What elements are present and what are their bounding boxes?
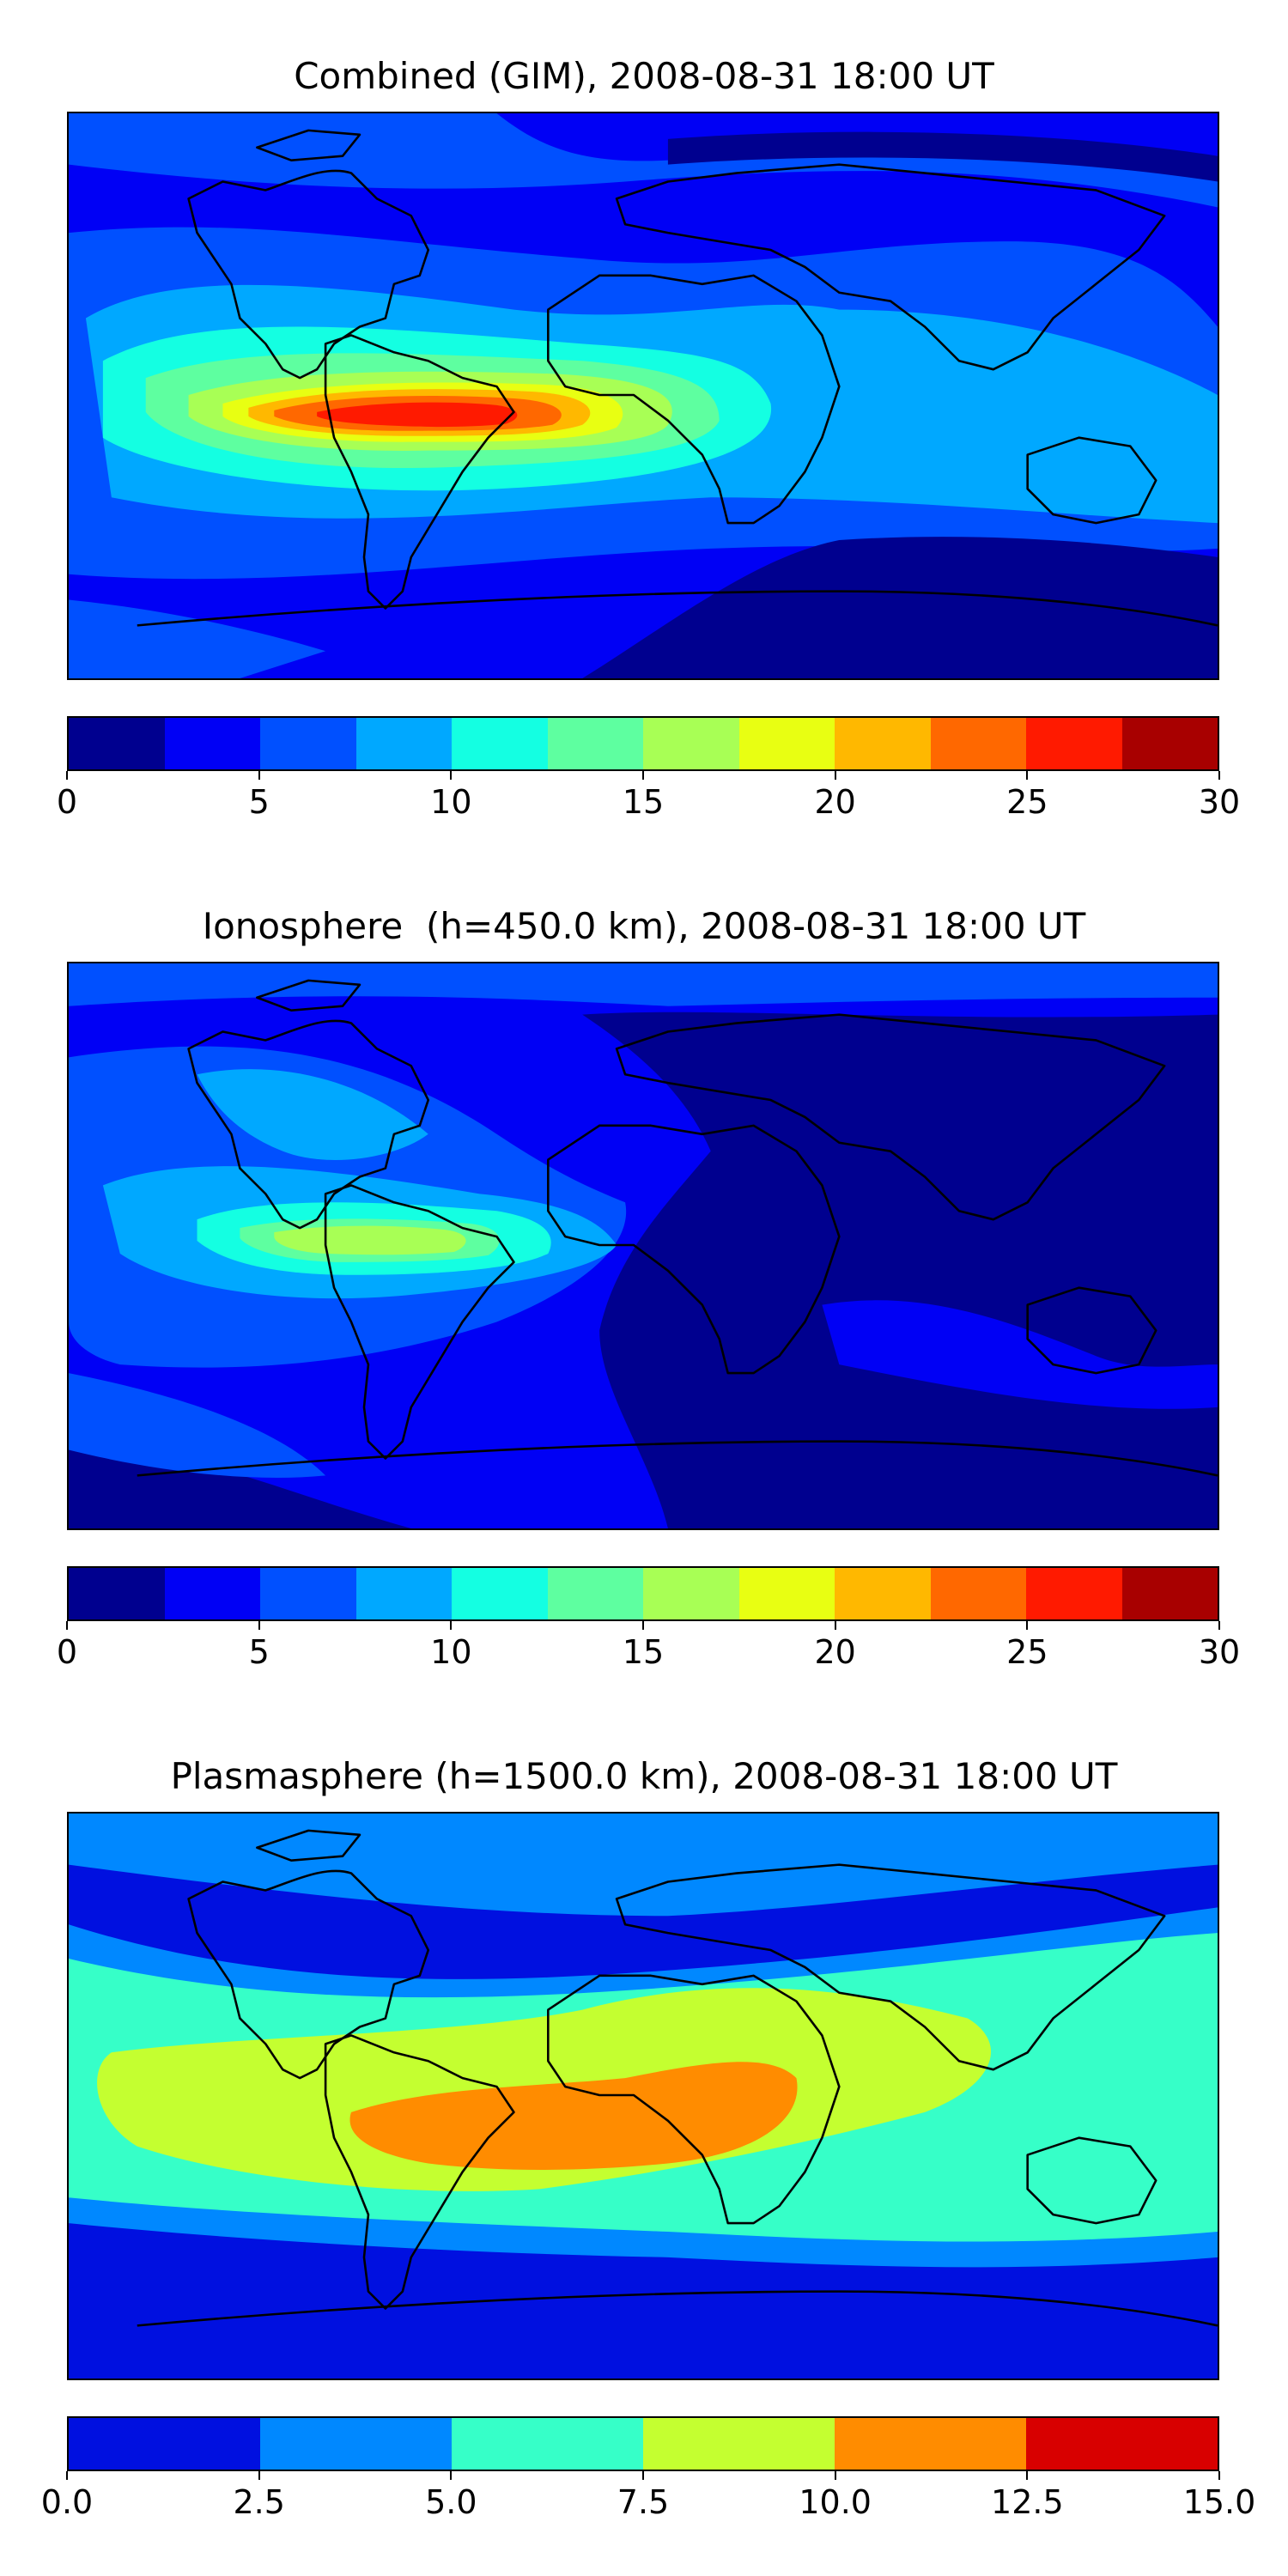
map-ionosphere <box>67 962 1219 1530</box>
colorbar-ticks-combined: 0 5 10 15 20 25 30 <box>57 771 1240 823</box>
panel-title-ionosphere: Ionosphere (h=450.0 km), 2008-08-31 18:0… <box>202 905 1086 947</box>
colorbar-segment <box>1121 1568 1218 1619</box>
colorbar-ionosphere <box>67 1566 1219 1621</box>
colorbar-segment <box>835 2418 1026 2470</box>
colorbar-segment <box>355 1568 452 1619</box>
colorbar-segment <box>260 2418 452 2470</box>
tick-label: 0.0 <box>40 2483 94 2521</box>
colorbar-segment <box>260 1568 356 1619</box>
map-combined <box>67 112 1219 680</box>
colorbar-ticks-ionosphere: 0 5 10 15 20 25 30 <box>57 1621 1240 1673</box>
colorbar-segment <box>1026 718 1122 769</box>
colorbar-segment <box>69 1568 165 1619</box>
colorbar-segment <box>69 718 165 769</box>
colorbar-segment <box>738 1568 835 1619</box>
colorbar-ticks-plasmasphere: 0.0 2.5 5.0 7.5 10.0 12.5 15.0 <box>41 2471 1255 2523</box>
tick-label: 12.5 <box>991 2483 1064 2521</box>
colorbar-segment <box>1121 718 1218 769</box>
tick-label: 30 <box>1198 783 1241 821</box>
colorbar-segment <box>930 718 1026 769</box>
colorbar-segment <box>643 1568 739 1619</box>
tick-label: 2.5 <box>233 2483 285 2521</box>
tick-label: 20 <box>814 1633 856 1671</box>
tick-label: 5.0 <box>425 2483 477 2521</box>
colorbar-segment <box>452 1568 548 1619</box>
tick-label: 10.0 <box>799 2483 872 2521</box>
panel-title-plasmasphere: Plasmasphere (h=1500.0 km), 2008-08-31 1… <box>170 1755 1118 1797</box>
tick-label: 10 <box>430 1633 472 1671</box>
colorbar-segment <box>835 1568 931 1619</box>
colorbar-segment <box>1026 2418 1218 2470</box>
tick-label: 10 <box>430 783 472 821</box>
colorbar-segment <box>930 1568 1026 1619</box>
colorbar-plasmasphere <box>67 2416 1219 2471</box>
tick-label: 0 <box>56 783 78 821</box>
tick-label: 15 <box>622 1633 665 1671</box>
tick-label: 15 <box>622 783 665 821</box>
colorbar-segment <box>452 718 548 769</box>
tick-label: 15.0 <box>1182 2483 1256 2521</box>
colorbar-segment <box>547 1568 643 1619</box>
tick-label: 5 <box>248 783 270 821</box>
colorbar-segment <box>643 718 739 769</box>
colorbar-segment <box>835 718 931 769</box>
tick-label: 7.5 <box>617 2483 670 2521</box>
colorbar-segment <box>738 718 835 769</box>
tick-label: 5 <box>248 1633 270 1671</box>
tick-label: 0 <box>56 1633 78 1671</box>
colorbar-segment <box>164 718 260 769</box>
tick-label: 25 <box>1006 783 1048 821</box>
tick-label: 30 <box>1198 1633 1241 1671</box>
tick-label: 20 <box>814 783 856 821</box>
tick-label: 25 <box>1006 1633 1048 1671</box>
panel-title-combined: Combined (GIM), 2008-08-31 18:00 UT <box>294 55 994 97</box>
map-plasmasphere <box>67 1812 1219 2380</box>
colorbar-segment <box>547 718 643 769</box>
colorbar-segment <box>355 718 452 769</box>
colorbar-segment <box>1026 1568 1122 1619</box>
colorbar-segment <box>452 2418 643 2470</box>
colorbar-segment <box>260 718 356 769</box>
colorbar-segment <box>643 2418 835 2470</box>
colorbar-segment <box>164 1568 260 1619</box>
colorbar-combined <box>67 716 1219 771</box>
colorbar-segment <box>69 2418 260 2470</box>
